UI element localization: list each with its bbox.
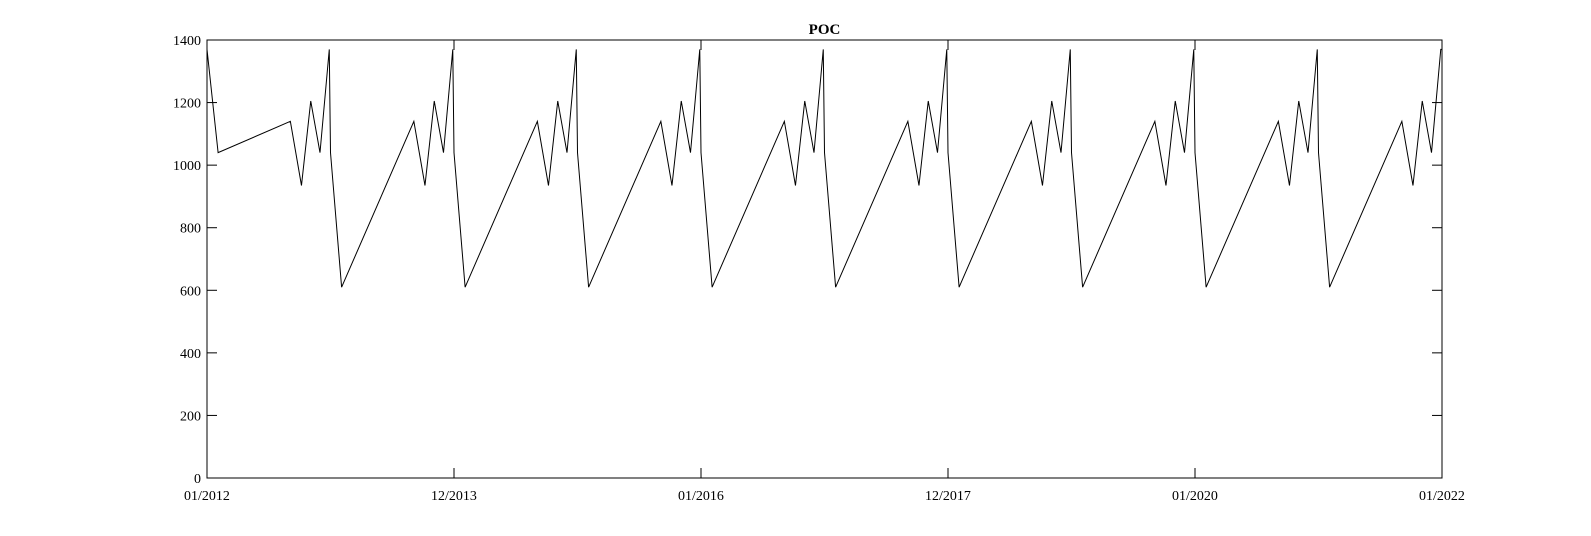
chart-title: POC bbox=[809, 22, 841, 38]
series-layer bbox=[206, 48, 1442, 288]
x-tick-label: 01/2016 bbox=[678, 489, 724, 504]
y-tick-label: 0 bbox=[194, 472, 201, 487]
plot-area bbox=[206, 39, 1443, 479]
y-tick-label: 1000 bbox=[173, 159, 201, 174]
y-tick-label: 400 bbox=[180, 347, 201, 362]
x-tick-label: 01/2022 bbox=[1419, 489, 1465, 504]
y-axis: 0 200 400 600 800 1000 1200 1400 bbox=[173, 34, 1442, 487]
y-tick-label: 1200 bbox=[173, 97, 201, 112]
x-axis: 01/2012 12/2013 01/2016 12/2017 01/2020 01/20… bbox=[184, 40, 1465, 504]
series-line bbox=[206, 48, 1442, 288]
x-tick-label: 01/2012 bbox=[184, 489, 230, 504]
x-tick-label: 12/2013 bbox=[431, 489, 477, 504]
x-tick-label: 12/2017 bbox=[925, 489, 971, 504]
y-tick-label: 600 bbox=[180, 284, 201, 299]
y-tick-label: 800 bbox=[180, 222, 201, 237]
x-tick-label: 01/2020 bbox=[1172, 489, 1218, 504]
y-tick-label: 200 bbox=[180, 409, 201, 424]
y-tick-label: 1400 bbox=[173, 34, 201, 49]
